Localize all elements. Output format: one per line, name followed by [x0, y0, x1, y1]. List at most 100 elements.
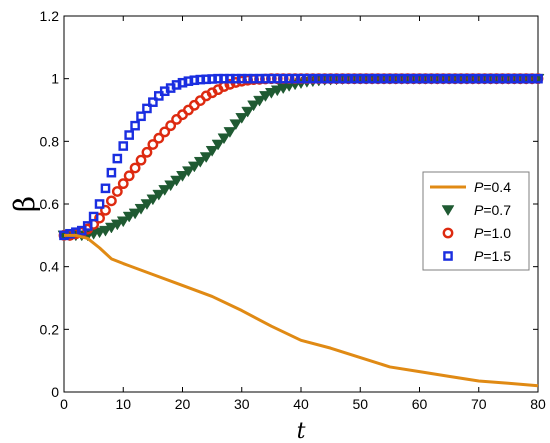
data-point: [128, 208, 142, 220]
data-point: [104, 222, 118, 234]
legend-var: P: [474, 179, 484, 195]
data-point: [456, 73, 466, 84]
data-point: [201, 74, 212, 85]
data-point: [438, 73, 449, 84]
y-tick-label: 0.6: [40, 196, 60, 212]
data-point: [462, 73, 472, 84]
data-point: [485, 73, 496, 84]
data-point: [106, 195, 117, 207]
y-tick-label: 0.4: [40, 259, 60, 275]
data-point: [213, 73, 223, 84]
data-point: [159, 126, 171, 138]
data-point: [497, 73, 508, 84]
data-point: [135, 154, 147, 166]
legend-value: =1.5: [483, 248, 511, 264]
legend-swatch: [442, 227, 454, 239]
data-point: [177, 77, 188, 88]
data-point: [242, 73, 253, 84]
legend-swatch: [441, 205, 455, 216]
x-tick-label: 30: [234, 396, 250, 412]
legend: P=0.4P=0.7P=1.0P=1.5: [422, 171, 530, 271]
data-point: [100, 204, 111, 216]
data-point: [170, 175, 184, 187]
data-point: [272, 73, 283, 84]
data-point: [147, 139, 159, 150]
data-point: [509, 73, 520, 84]
data-point: [479, 73, 490, 84]
data-point: [148, 97, 158, 107]
legend-value: =0.4: [483, 179, 511, 195]
series-layer: [57, 73, 545, 388]
data-point: [396, 73, 407, 84]
data-point: [235, 113, 249, 124]
legend-item: P=0.4: [430, 179, 511, 195]
data-point: [302, 73, 312, 84]
legend-var: P: [474, 225, 484, 241]
y-tick-label: 1: [51, 71, 59, 87]
data-point: [260, 73, 271, 84]
data-point: [141, 146, 153, 158]
data-point: [385, 73, 395, 84]
x-tick-label: 20: [175, 396, 191, 412]
data-point: [82, 221, 93, 231]
y-axis-label: β: [8, 196, 41, 212]
series-0: [64, 233, 539, 388]
data-point: [205, 145, 219, 157]
data-point: [236, 73, 247, 84]
data-point: [515, 73, 526, 84]
y-tick-label: 0.2: [40, 321, 60, 337]
data-point: [331, 73, 342, 84]
data-point: [112, 153, 123, 164]
data-point: [88, 211, 99, 222]
data-point: [122, 211, 136, 223]
data-point: [408, 73, 419, 84]
legend-item: P=1.0: [442, 225, 511, 241]
data-point: [142, 103, 152, 114]
data-point: [99, 225, 112, 237]
data-point: [118, 141, 129, 151]
x-tick-label: 0: [60, 396, 68, 412]
data-point: [527, 73, 537, 84]
data-point: [284, 73, 294, 84]
data-point: [94, 212, 105, 224]
x-tick-label: 60: [412, 396, 428, 412]
y-tick-label: 0: [51, 384, 59, 400]
data-point: [290, 73, 300, 84]
data-point: [241, 106, 255, 118]
x-axis-label: t: [297, 419, 306, 443]
x-tick-label: 70: [471, 396, 487, 412]
x-tick-label: 40: [293, 396, 309, 412]
legend-value: =1.0: [483, 225, 511, 241]
data-point: [110, 219, 124, 231]
data-point: [450, 73, 460, 84]
data-point: [444, 73, 454, 84]
data-point: [176, 171, 189, 182]
data-point: [94, 199, 105, 209]
data-point: [134, 203, 148, 215]
data-point: [158, 185, 172, 196]
data-point: [420, 73, 431, 84]
legend-var: P: [474, 248, 484, 264]
legend-label: P=0.4: [474, 179, 511, 195]
data-point: [491, 73, 502, 84]
data-point: [129, 162, 141, 174]
data-point: [343, 73, 354, 84]
data-point: [473, 73, 484, 84]
data-point: [195, 74, 206, 85]
data-point: [308, 73, 318, 84]
data-point: [349, 73, 360, 84]
data-point: [106, 167, 117, 178]
data-point: [146, 194, 160, 206]
data-point: [223, 127, 237, 138]
data-point: [426, 73, 437, 84]
data-point: [136, 111, 146, 122]
data-point: [391, 73, 401, 84]
data-point: [187, 161, 201, 173]
data-point: [65, 228, 75, 239]
data-point: [183, 76, 194, 86]
data-point: [124, 130, 134, 140]
data-point: [254, 73, 265, 84]
data-point: [247, 100, 261, 112]
data-point: [313, 73, 324, 84]
